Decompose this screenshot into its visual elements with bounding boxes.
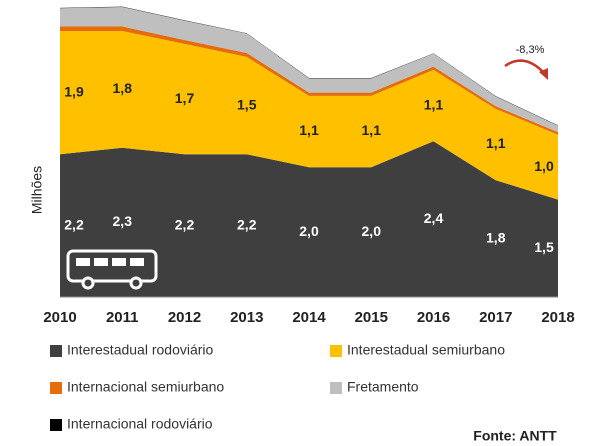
data-label: 1,1 — [486, 135, 506, 151]
x-tick-label: 2016 — [417, 309, 450, 326]
arrow-head — [539, 68, 548, 80]
legend-swatch — [50, 382, 62, 394]
data-label: 2,3 — [113, 213, 133, 229]
area — [60, 6, 558, 133]
area — [60, 141, 558, 297]
x-tick-label: 2011 — [106, 309, 139, 326]
data-label: 2,0 — [362, 223, 382, 239]
legend-label: Internacional semiurbano — [67, 379, 224, 395]
data-label: 1,5 — [237, 96, 257, 112]
data-label: 1,5 — [534, 239, 554, 255]
data-label: 1,8 — [113, 80, 133, 96]
legend-swatch — [330, 382, 342, 394]
x-tick-label: 2012 — [168, 309, 201, 326]
legend-swatch — [50, 345, 62, 357]
bus-icon — [66, 249, 158, 290]
legend-swatch — [50, 419, 62, 431]
annotation: -8,3% — [516, 44, 545, 56]
legend-swatch — [330, 345, 342, 357]
data-label: 2,2 — [237, 216, 257, 232]
data-label: 2,2 — [175, 216, 195, 232]
x-tick-label: 2010 — [43, 309, 76, 326]
data-label: 1,9 — [64, 83, 84, 99]
data-label: 1,1 — [424, 96, 444, 112]
area — [60, 30, 558, 200]
data-label: 2,0 — [299, 223, 319, 239]
y-axis-label: Milhões — [29, 166, 45, 214]
data-label: 2,2 — [64, 216, 84, 232]
x-tick-label: 2013 — [230, 309, 263, 326]
x-tick-label: 2018 — [541, 309, 574, 326]
legend-label: Interestadual semiurbano — [347, 342, 505, 358]
x-tick-label: 2015 — [355, 309, 388, 326]
data-label: 1,1 — [362, 122, 382, 138]
x-tick-label: 2017 — [479, 309, 512, 326]
data-label: 2,4 — [424, 210, 444, 226]
x-tick-label: 2014 — [292, 309, 326, 326]
legend-label: Internacional rodoviário — [67, 416, 213, 432]
source: Fonte: ANTT — [473, 428, 557, 444]
data-label: 1,0 — [534, 158, 554, 174]
data-label: 1,7 — [175, 90, 195, 106]
legend-label: Fretamento — [347, 379, 419, 395]
data-label: 1,1 — [299, 122, 319, 138]
annotation-arrow — [504, 59, 546, 75]
data-label: 1,8 — [486, 229, 506, 245]
legend-label: Interestadual rodoviário — [67, 342, 214, 358]
